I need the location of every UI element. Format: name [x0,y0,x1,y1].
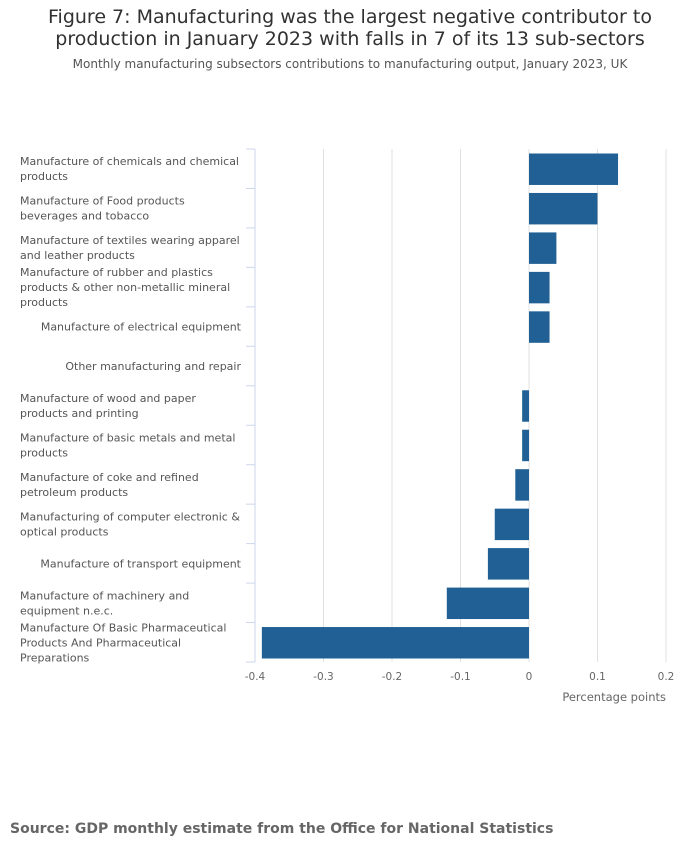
source-note: Source: GDP monthly estimate from the Of… [10,821,554,837]
category-label: Manufacture of basic metals and metal pro… [20,431,235,459]
x-tick-label: 0.1 [589,671,606,683]
category-label: Manufacture of electrical equipment [41,321,242,334]
bar [529,232,557,264]
bar [522,429,529,462]
category-label: Manufacture of Food products beverages an… [20,195,185,223]
x-tick-label: -0.1 [450,671,471,683]
bar [529,153,619,185]
category-label: Manufacture of rubber and plastics produc… [20,266,230,309]
x-tick-label: 0 [526,671,533,683]
category-label: Other manufacturing and repair [65,360,241,373]
x-tick-label: -0.2 [382,671,403,683]
category-label: Manufacture Of Basic Pharmaceutical Produ… [20,621,226,664]
bar [494,508,529,541]
x-tick-label: -0.4 [245,671,266,683]
bar [529,311,550,343]
x-tick-label: 0.2 [658,671,675,683]
x-axis-label: Percentage points [562,690,666,704]
category-label: Manufacture of wood and paper products an… [20,392,196,420]
category-label: Manufacture of chemicals and chemical pro… [20,155,239,183]
category-label: Manufacture of machinery and equipment n.… [20,589,189,617]
x-tick-label: -0.3 [313,671,334,683]
chart-subtitle: Monthly manufacturing subsectors contrib… [72,57,628,71]
bar [529,271,550,304]
chart-title: Figure 7: Manufacturing was the largest … [48,6,652,50]
category-label: Manufacturing of computer electronic & op… [20,510,240,538]
category-label: Manufacture of transport equipment [40,557,241,570]
category-label: Manufacture of coke and refined petroleum… [20,471,199,499]
bar [522,390,529,422]
category-label: Manufacture of textiles wearing apparel a… [20,234,240,262]
bar [529,192,598,225]
bar-chart: -0.4 -0.3 -0.2 -0.1 0 0.1 0.2 Manufacture of ch… [20,148,675,704]
bar [515,469,529,501]
bar [446,587,529,620]
bar [261,627,529,659]
bar [487,548,529,580]
